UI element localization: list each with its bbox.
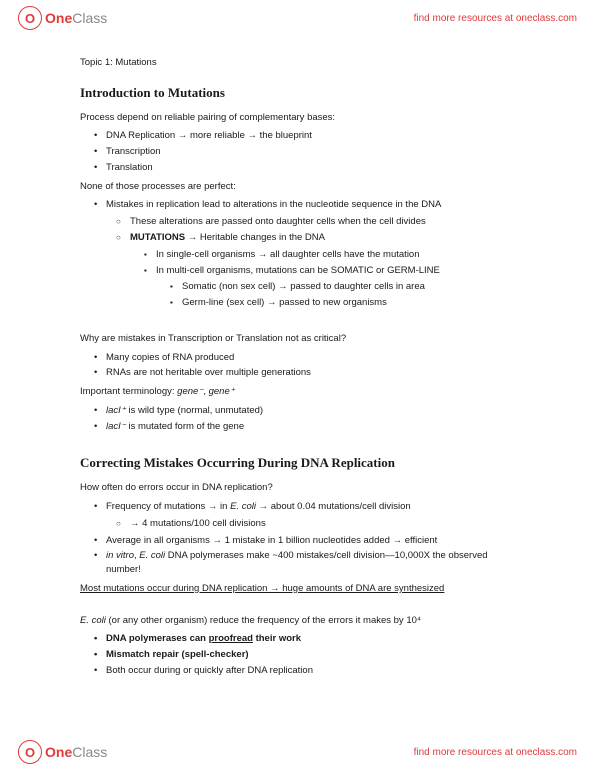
list-item: Germ-line (sex cell) → passed to new org… <box>156 296 515 310</box>
list-item: These alterations are passed onto daught… <box>106 215 515 229</box>
list-item: Somatic (non sex cell) → passed to daugh… <box>156 280 515 294</box>
section-heading-correcting: Correcting Mistakes Occurring During DNA… <box>80 454 515 473</box>
list-item: DNA polymerases can proofread their work <box>80 632 515 646</box>
italic-text: E. coli <box>139 550 165 561</box>
bullet-list: Mistakes in replication lead to alterati… <box>80 198 515 309</box>
bold-text: MUTATIONS <box>130 232 185 243</box>
list-item: Mismatch repair (spell-checker) <box>80 648 515 662</box>
logo-text: OneClass <box>45 10 107 26</box>
text: (or any other organism) reduce the frequ… <box>106 615 421 626</box>
paragraph-underlined: Most mutations occur during DNA replicat… <box>80 582 515 596</box>
list-item: MUTATIONS → Heritable changes in the DNA… <box>106 231 515 310</box>
text: is mutated form of the gene <box>126 421 244 432</box>
list-item: Many copies of RNA produced <box>80 351 515 365</box>
list-item: → 4 mutations/100 cell divisions <box>106 517 515 531</box>
text: is wild type (normal, unmutated) <box>126 405 263 416</box>
list-text: Mistakes in replication lead to alterati… <box>106 199 441 210</box>
logo-text: OneClass <box>45 744 107 760</box>
paragraph: Process depend on reliable pairing of co… <box>80 111 515 125</box>
logo: O OneClass <box>18 740 107 764</box>
logo-word-one: One <box>45 10 72 26</box>
list-item: Both occur during or quickly after DNA r… <box>80 664 515 678</box>
bold-text: DNA polymerases can <box>106 633 209 644</box>
bullet-list: In single-cell organisms → all daughter … <box>130 248 515 310</box>
italic-text: E. coli <box>80 615 106 626</box>
text: → about 0.04 mutations/cell division <box>256 501 411 512</box>
text: Important terminology: <box>80 386 177 397</box>
underlined-text: proofread <box>209 633 253 644</box>
list-item: Frequency of mutations → in E. coli → ab… <box>80 500 515 531</box>
logo-icon: O <box>18 740 42 764</box>
bold-text: their work <box>253 633 301 644</box>
italic-text: E. coli <box>230 501 256 512</box>
italic-text: in vitro <box>106 550 134 561</box>
list-item: lacI⁻ is mutated form of the gene <box>80 420 515 434</box>
italic-text: gene⁺ <box>209 386 235 397</box>
italic-text: lacI⁺ <box>106 405 126 416</box>
list-item: In single-cell organisms → all daughter … <box>130 248 515 262</box>
list-text: → Heritable changes in the DNA <box>185 232 325 243</box>
page-footer: O OneClass find more resources at onecla… <box>0 734 595 770</box>
footer-resources-link[interactable]: find more resources at oneclass.com <box>414 747 577 758</box>
bullet-list: These alterations are passed onto daught… <box>106 215 515 310</box>
list-item: Average in all organisms → 1 mistake in … <box>80 534 515 548</box>
list-item: Mistakes in replication lead to alterati… <box>80 198 515 309</box>
paragraph: How often do errors occur in DNA replica… <box>80 481 515 495</box>
paragraph: Why are mistakes in Transcription or Tra… <box>80 332 515 346</box>
list-item: lacI⁺ is wild type (normal, unmutated) <box>80 404 515 418</box>
list-item: in vitro, E. coli DNA polymerases make ~… <box>80 549 515 577</box>
header-resources-link[interactable]: find more resources at oneclass.com <box>414 13 577 24</box>
logo-icon: O <box>18 6 42 30</box>
bullet-list: DNA polymerases can proofread their work… <box>80 632 515 677</box>
document-body: Topic 1: Mutations Introduction to Mutat… <box>0 36 595 691</box>
section-heading-intro: Introduction to Mutations <box>80 84 515 103</box>
list-text: In multi-cell organisms, mutations can b… <box>156 265 440 276</box>
paragraph: E. coli (or any other organism) reduce t… <box>80 614 515 628</box>
italic-text: gene⁻ <box>177 386 203 397</box>
logo-word-class: Class <box>72 10 107 26</box>
bullet-list: Frequency of mutations → in E. coli → ab… <box>80 500 515 577</box>
bullet-list: → 4 mutations/100 cell divisions <box>106 517 515 531</box>
text: Frequency of mutations → in <box>106 501 230 512</box>
page-header: O OneClass find more resources at onecla… <box>0 0 595 36</box>
logo-word-class: Class <box>72 744 107 760</box>
topic-label: Topic 1: Mutations <box>80 56 515 70</box>
paragraph: None of those processes are perfect: <box>80 180 515 194</box>
list-item: In multi-cell organisms, mutations can b… <box>130 264 515 310</box>
logo: O OneClass <box>18 6 107 30</box>
list-item: DNA Replication → more reliable → the bl… <box>80 129 515 143</box>
list-item: Translation <box>80 161 515 175</box>
paragraph: Important terminology: gene⁻, gene⁺ <box>80 385 515 399</box>
bullet-list: DNA Replication → more reliable → the bl… <box>80 129 515 174</box>
logo-word-one: One <box>45 744 72 760</box>
list-item: RNAs are not heritable over multiple gen… <box>80 366 515 380</box>
bullet-list: lacI⁺ is wild type (normal, unmutated) l… <box>80 404 515 434</box>
bullet-list: Somatic (non sex cell) → passed to daugh… <box>156 280 515 310</box>
bullet-list: Many copies of RNA produced RNAs are not… <box>80 351 515 381</box>
list-item: Transcription <box>80 145 515 159</box>
italic-text: lacI⁻ <box>106 421 126 432</box>
